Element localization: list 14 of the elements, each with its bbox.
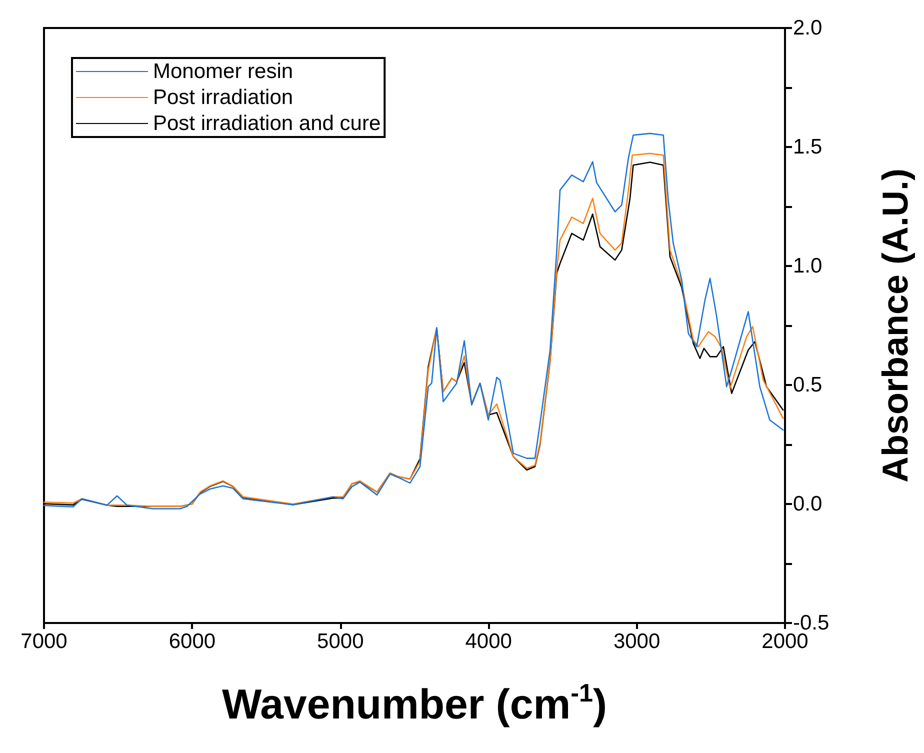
- y-tick-label: 0.0: [793, 492, 822, 516]
- y-axis-title: Absorbance (A.U.): [874, 168, 916, 483]
- y-tick-label: 1.5: [793, 136, 822, 158]
- x-tick-label: 7000: [20, 630, 68, 653]
- x-tick-label: 6000: [168, 630, 216, 653]
- x-tick-label: 5000: [317, 630, 364, 653]
- legend-label: Monomer resin: [153, 60, 294, 83]
- y-tick-label: 0.5: [793, 374, 822, 396]
- y-tick-label: 2.0: [793, 16, 822, 40]
- x-tick-label: 3000: [613, 630, 660, 653]
- legend-label: Post irradiation and cure: [153, 112, 381, 135]
- legend-label: Post irradiation: [153, 86, 294, 109]
- x-tick-label: 4000: [465, 630, 512, 653]
- y-tick-label: 1.0: [793, 254, 822, 278]
